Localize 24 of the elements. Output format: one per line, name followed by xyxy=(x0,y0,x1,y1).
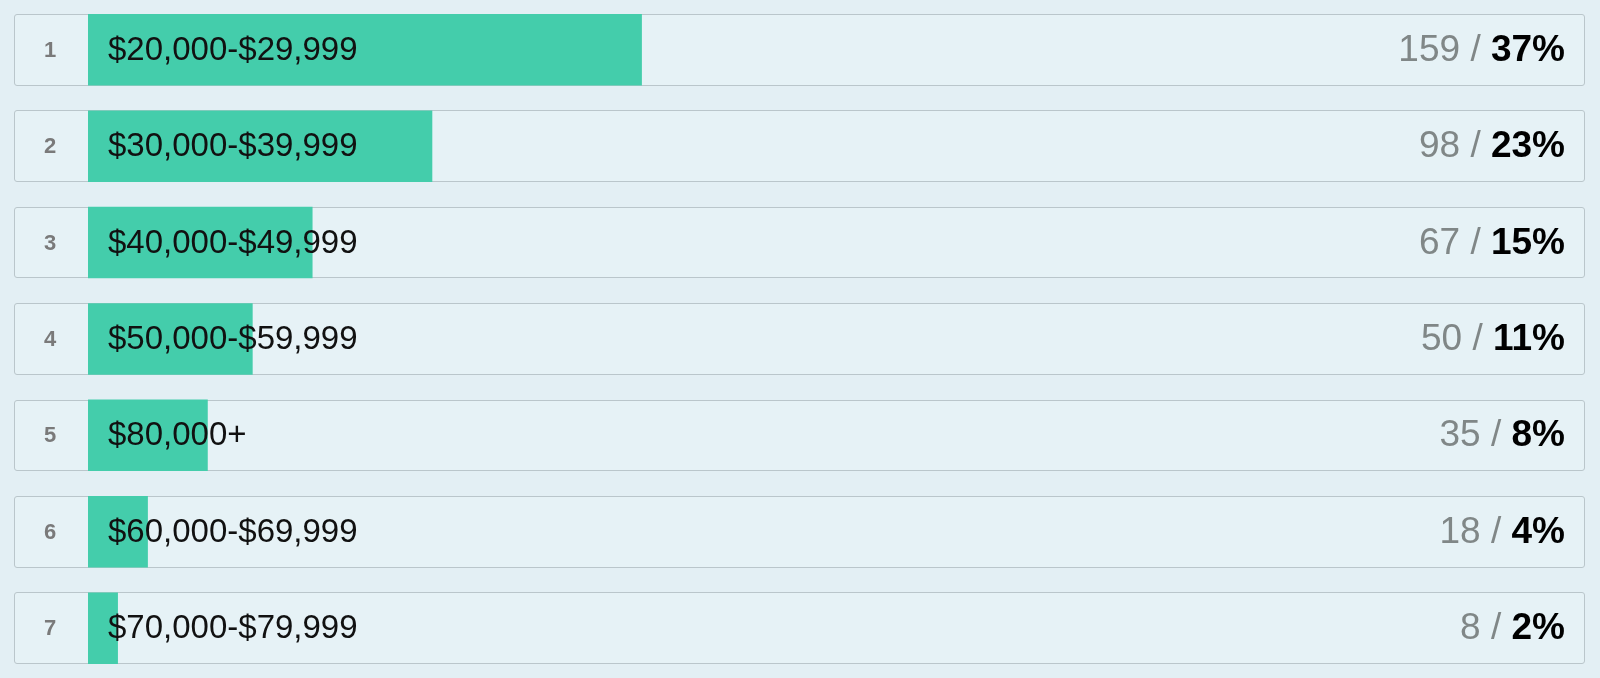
y-tick-label: $30,000-$39,999 xyxy=(108,126,358,164)
text: 3 xyxy=(43,229,57,255)
text: 18 / xyxy=(1439,509,1502,551)
text: 4 xyxy=(43,325,57,351)
bar xyxy=(88,110,433,182)
text: 2 xyxy=(43,133,57,159)
text: 5 xyxy=(43,422,57,448)
text: 7 xyxy=(43,615,57,641)
y-tick-label: $20,000-$29,999 xyxy=(108,29,358,67)
text: 35 / xyxy=(1439,413,1502,455)
text: 67 / xyxy=(1418,220,1482,262)
data-label: 4% xyxy=(1511,509,1565,551)
data-label: 11% xyxy=(1492,316,1565,358)
data-label: 23% xyxy=(1490,124,1565,166)
data-label: 15% xyxy=(1490,220,1565,262)
text: 1 xyxy=(43,36,57,62)
data-label: 37% xyxy=(1490,27,1565,69)
data-label: 8% xyxy=(1511,413,1565,455)
text: 6 xyxy=(43,518,57,544)
text: 159 / xyxy=(1398,27,1482,69)
data-label: 2% xyxy=(1511,606,1565,648)
text: 8 / xyxy=(1460,606,1502,648)
text: 50 / xyxy=(1420,316,1484,358)
text: 98 / xyxy=(1418,124,1482,166)
